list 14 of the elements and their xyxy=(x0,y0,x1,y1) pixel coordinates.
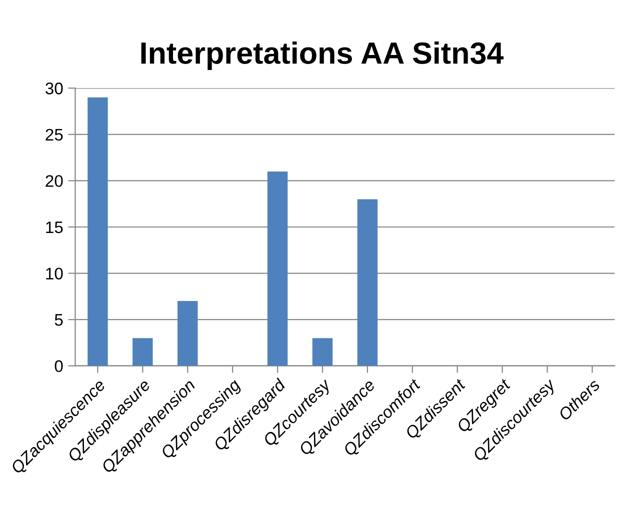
bar xyxy=(312,338,333,366)
y-tick-label: 25 xyxy=(46,128,63,141)
bar xyxy=(178,301,198,366)
y-tick-label: 15 xyxy=(46,222,63,234)
bar xyxy=(132,338,153,366)
bar xyxy=(88,97,108,366)
y-tick-label: 30 xyxy=(46,82,63,94)
y-tick-label: 20 xyxy=(46,175,63,187)
y-tick-label: 10 xyxy=(46,268,63,280)
y-tick-label: 0 xyxy=(54,360,63,372)
chart-title: Interpretations AA Sitn34 xyxy=(141,42,504,70)
bar xyxy=(357,199,378,366)
y-tick-label: 5 xyxy=(54,314,63,326)
bar xyxy=(267,171,288,366)
